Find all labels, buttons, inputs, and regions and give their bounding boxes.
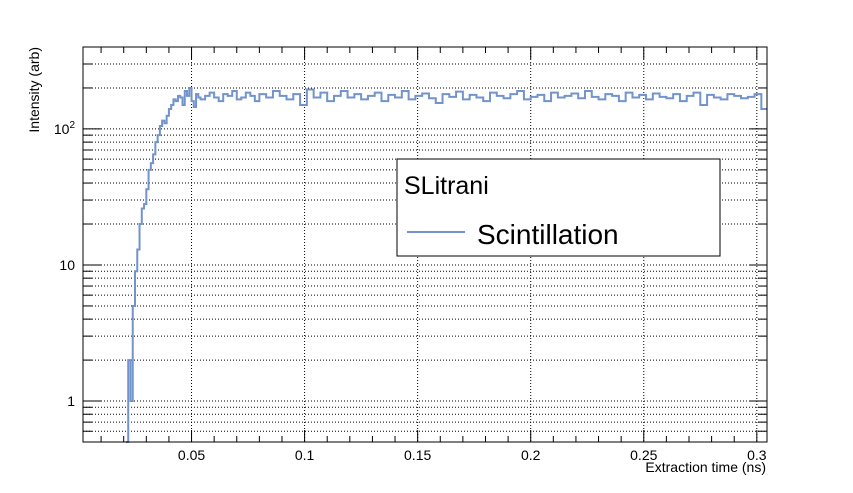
x-tick-label: 0.1 — [295, 447, 315, 463]
series-layer — [125, 86, 767, 443]
plot-frame — [82, 46, 768, 443]
y-tick-label: 10 — [59, 257, 75, 273]
series-line-scintillation — [125, 86, 767, 443]
axis-ticks — [83, 46, 767, 443]
legend-title: SLitrani — [404, 172, 489, 200]
x-tick-label: 0.25 — [630, 447, 657, 463]
legend-box — [396, 158, 721, 257]
x-tick-label: 0.2 — [521, 447, 541, 463]
y-tick-label: 1 — [67, 393, 75, 409]
x-tick-label: 0.3 — [747, 447, 767, 463]
x-axis-label: Extraction time (ns) — [645, 459, 766, 475]
x-tick-label: 0.15 — [404, 447, 431, 463]
legend: SLitrani Scintillation — [396, 158, 721, 257]
x-tick-label: 0.05 — [178, 447, 205, 463]
tick-labels: 0.05 0.1 0.15 0.2 0.25 0.3 1 10 102 — [54, 120, 767, 463]
legend-entry-scintillation: Scintillation — [477, 219, 619, 250]
y-tick-label: 102 — [54, 120, 76, 137]
y-axis-label: Intensity (arb) — [26, 47, 42, 133]
